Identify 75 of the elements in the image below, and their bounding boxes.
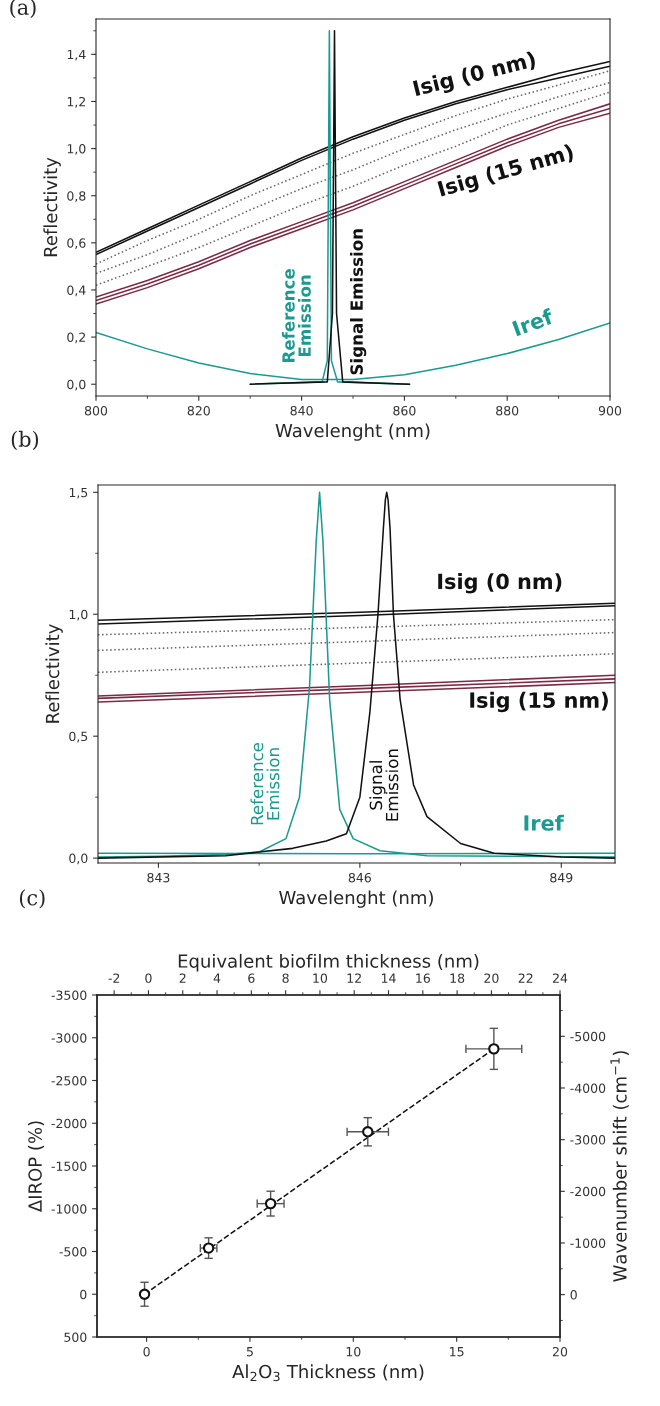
- text: (b): [11, 430, 39, 450]
- y2-tick-label: 0: [570, 1290, 577, 1300]
- x2-axis-title: Equivalent biofilm thickness (nm): [178, 953, 479, 972]
- x-tick-label: 5: [246, 1347, 253, 1357]
- y2-tick-label: -5000: [570, 1031, 606, 1042]
- x-tick-label: 846: [348, 872, 371, 883]
- annotation: Isig (0 nm): [438, 573, 562, 594]
- x2-tick-label: 22: [518, 973, 533, 983]
- y-axis-title: Reflectivity: [45, 624, 63, 723]
- y-tick-label: 0,8: [67, 191, 86, 202]
- x2-tick-label: -2: [108, 973, 120, 983]
- x-axis-title: Wavelenght (nm): [279, 890, 433, 908]
- x2-tick-label: 8: [282, 973, 289, 983]
- x-tick-label: 880: [496, 405, 519, 416]
- annotation: Iref: [511, 307, 555, 337]
- x-tick-label: 10: [346, 1346, 361, 1357]
- y2-axis-title: Wavenumber shift (cm$^{−1}$): [610, 1051, 629, 1282]
- y-tick-label: 0,6: [67, 238, 86, 250]
- x2-tick-label: 2: [179, 973, 186, 983]
- x-tick-label: 860: [393, 405, 416, 416]
- y-axis-title: ΔIROP (%): [27, 1121, 45, 1213]
- x-tick-label: 900: [598, 405, 622, 416]
- y-tick-label: -1000: [51, 1204, 87, 1214]
- x-tick-label: 820: [187, 405, 210, 416]
- y-axis-title: Reflectivity: [43, 157, 61, 257]
- y-tick-label: -2500: [51, 1075, 87, 1086]
- x2-tick-label: 0: [145, 973, 152, 983]
- y-tick-label: -1500: [51, 1161, 87, 1171]
- annotation: Isig (0 nm): [412, 50, 538, 101]
- x2-tick-label: 20: [484, 973, 499, 983]
- y-tick-label: 1,0: [67, 144, 86, 155]
- y-tick-label: -3000: [51, 1033, 87, 1043]
- x-axis-title: Al$_{2}$O$_{3}$ Thickness (nm): [232, 1364, 424, 1382]
- annotation: Isig (15 nm): [470, 691, 608, 713]
- annotation: Reference Emission: [281, 269, 311, 362]
- x2-tick-label: 14: [381, 973, 396, 983]
- y-tick-label: 0,4: [67, 285, 86, 297]
- y-tick-label: 1,4: [67, 49, 86, 61]
- y-tick-label: 0,0: [67, 379, 86, 391]
- x-tick-label: 15: [450, 1347, 464, 1357]
- x2-tick-label: 16: [416, 973, 430, 983]
- x-tick-label: 849: [550, 872, 573, 883]
- annotation: Isig (15 nm): [437, 143, 576, 201]
- annotation: Signal Emission: [369, 749, 399, 821]
- y-tick-label: 500: [64, 1332, 87, 1342]
- annotation: Reference Emission: [250, 742, 280, 825]
- x-tick-label: 20: [552, 1346, 568, 1357]
- x-tick-label: 840: [290, 405, 313, 416]
- x2-tick-label: 10: [313, 973, 328, 983]
- y-tick-label: -500: [59, 1246, 87, 1257]
- y2-tick-label: -2000: [570, 1186, 606, 1197]
- x2-tick-label: 6: [248, 973, 255, 983]
- y2-tick-label: -1000: [570, 1238, 606, 1248]
- x-axis-title: Wavelenght (nm): [275, 423, 430, 441]
- x2-tick-label: 4: [213, 973, 221, 983]
- y-tick-label: 1,5: [69, 487, 88, 499]
- x2-tick-label: 24: [552, 973, 568, 983]
- y-tick-label: 0: [80, 1289, 87, 1300]
- x2-tick-label: 12: [347, 973, 361, 983]
- y-tick-label: 0,0: [69, 853, 88, 865]
- y2-tick-label: -4000: [570, 1083, 606, 1093]
- x-tick-label: 0: [143, 1346, 150, 1357]
- x2-tick-label: 18: [450, 973, 465, 983]
- y-tick-label: 0,5: [69, 731, 88, 743]
- y-tick-label: -2000: [51, 1118, 87, 1129]
- annotation: Iref: [524, 814, 564, 831]
- annotation: Signal Emission: [350, 229, 367, 375]
- x-tick-label: 800: [84, 405, 108, 416]
- y-tick-label: -3500: [51, 990, 87, 1000]
- text: (c): [19, 889, 45, 909]
- y-tick-label: 1,2: [67, 96, 86, 108]
- y-tick-label: 0,2: [67, 332, 86, 344]
- y2-tick-label: -3000: [570, 1135, 606, 1145]
- x-tick-label: 843: [147, 872, 170, 883]
- y-tick-label: 1,0: [69, 609, 88, 621]
